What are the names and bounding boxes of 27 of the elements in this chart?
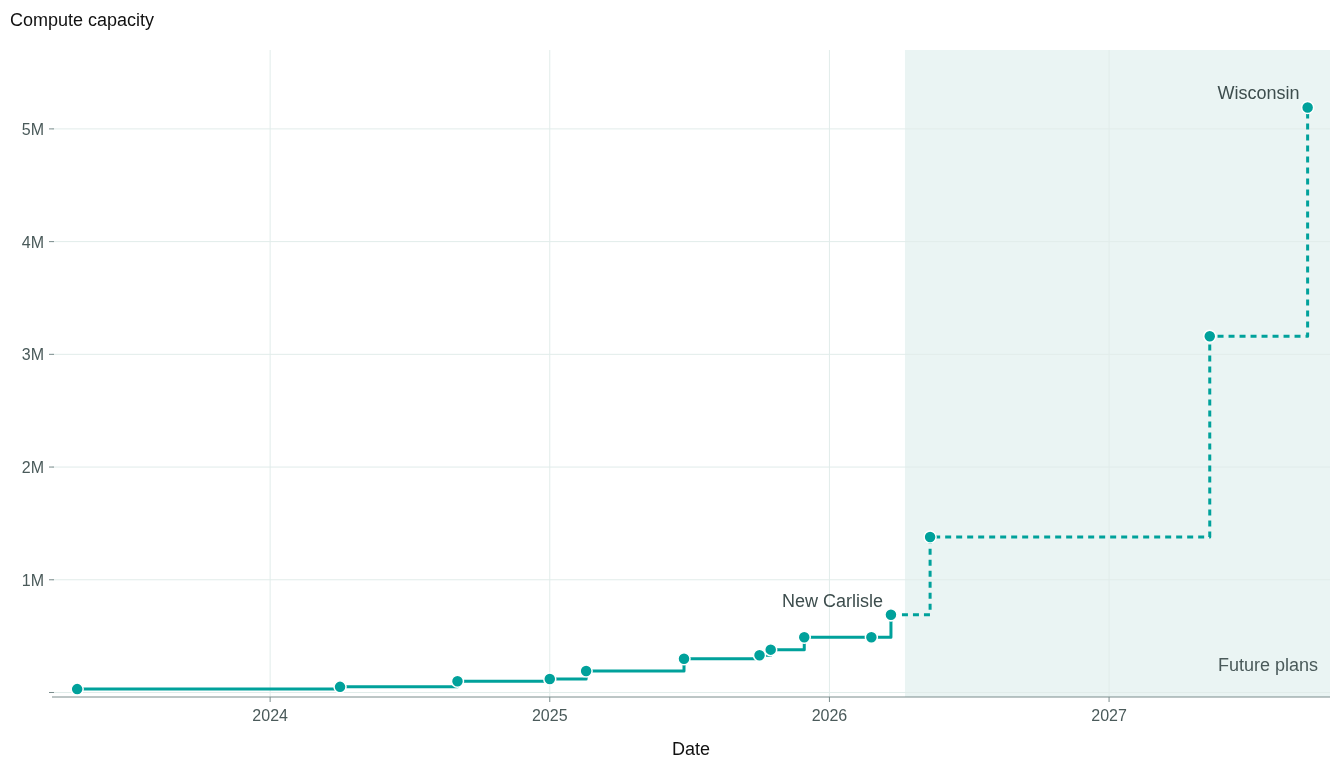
point: [864, 630, 879, 645]
point: [579, 664, 593, 678]
point: [543, 672, 557, 686]
y-axis-title: Compute capacity: [10, 10, 155, 30]
x-tick-label: 2025: [531, 707, 568, 724]
point: [70, 682, 84, 696]
point: [752, 648, 767, 663]
y-tick-label: 5M: [21, 120, 44, 138]
x-tick-label: 2026: [811, 707, 848, 724]
annotation: New Carlisle: [781, 590, 883, 611]
y-tick-label: 1M: [21, 571, 44, 589]
y-tick-label: 3M: [21, 346, 44, 364]
point: [923, 530, 937, 544]
x-axis-title: Date: [671, 739, 711, 759]
point: [1300, 100, 1315, 115]
point: [677, 651, 691, 666]
point: [763, 642, 778, 657]
point: [450, 674, 465, 688]
point: [797, 630, 812, 645]
point: [1203, 329, 1217, 344]
annotation: Wisconsin: [1217, 83, 1300, 104]
point: [333, 680, 347, 694]
band-label: Future plans: [1217, 655, 1318, 675]
x-tick-label: 2027: [1091, 707, 1127, 724]
y-tick-label: 4M: [21, 233, 44, 251]
y-tick-label: 2M: [21, 459, 44, 477]
x-tick-label: 2024: [252, 707, 289, 724]
